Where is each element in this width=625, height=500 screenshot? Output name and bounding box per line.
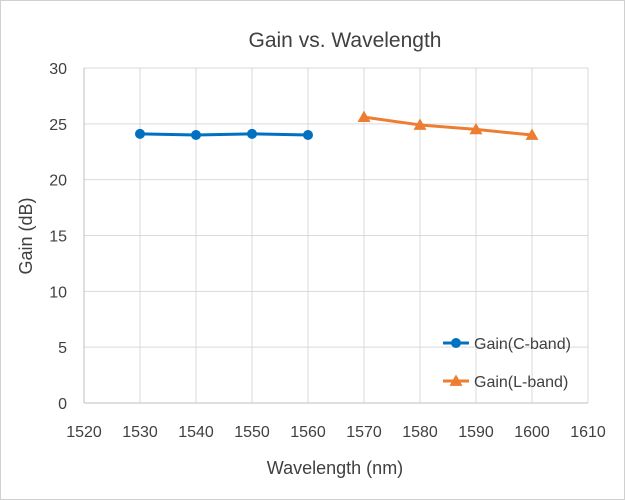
legend-label-l-band: Gain(L-band) [474, 374, 568, 391]
legend-label-c-band: Gain(C-band) [474, 336, 571, 353]
x-tick-label: 1610 [570, 424, 606, 441]
legend-marker-l-band [449, 374, 463, 386]
x-tick-label: 1540 [178, 424, 214, 441]
y-tick-label: 10 [49, 284, 67, 301]
y-tick-label: 25 [49, 117, 67, 134]
y-tick-label: 15 [49, 229, 67, 246]
chart-title: Gain vs. Wavelength [249, 29, 442, 52]
series-layer [135, 110, 539, 140]
x-tick-label: 1590 [458, 424, 494, 441]
data-point-l-band [469, 122, 483, 135]
data-point-c-band [191, 130, 201, 140]
data-point-l-band [525, 128, 539, 140]
data-point-c-band [247, 128, 257, 139]
x-axis-title: Wavelength (nm) [267, 458, 403, 478]
x-tick-label: 1570 [346, 424, 382, 441]
data-point-l-band [357, 110, 371, 123]
x-tick-label: 1550 [234, 424, 270, 441]
y-tick-label: 20 [49, 173, 67, 190]
data-point-c-band [303, 130, 313, 140]
x-tick-label: 1530 [122, 424, 158, 441]
x-tick-label: 1520 [66, 424, 102, 441]
y-tick-label: 5 [58, 340, 67, 357]
y-axis-title: Gain (dB) [16, 197, 36, 274]
y-tick-label: 0 [58, 396, 67, 413]
x-tick-label: 1600 [514, 424, 550, 441]
x-tick-label: 1560 [290, 424, 326, 441]
y-tick-label: 30 [49, 61, 67, 78]
legend: Gain(C-band) Gain(L-band) [443, 336, 571, 391]
legend-marker-c-band [451, 338, 461, 348]
series-line-l-band [363, 115, 533, 137]
data-point-c-band [135, 128, 145, 139]
x-tick-label: 1580 [402, 424, 438, 441]
series-line-c-band [139, 132, 309, 137]
data-point-l-band [413, 118, 427, 130]
